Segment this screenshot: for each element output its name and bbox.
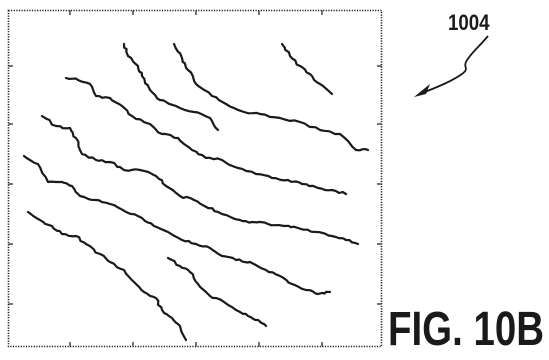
leader-line	[419, 35, 489, 95]
arrowhead-icon	[414, 84, 430, 97]
streak-line	[280, 42, 334, 96]
streak-lines	[22, 42, 370, 342]
streak-line	[26, 210, 188, 342]
plot-frame	[7, 9, 383, 348]
figure-caption: FIG. 10B	[388, 303, 544, 356]
streak-line	[22, 154, 332, 296]
streak-line	[122, 42, 220, 132]
frame-ticks	[8, 10, 382, 347]
streak-line	[40, 114, 360, 246]
reference-numeral: 1004	[448, 12, 490, 36]
streak-line	[172, 42, 370, 152]
streak-line	[166, 256, 268, 328]
streak-line	[64, 76, 348, 196]
